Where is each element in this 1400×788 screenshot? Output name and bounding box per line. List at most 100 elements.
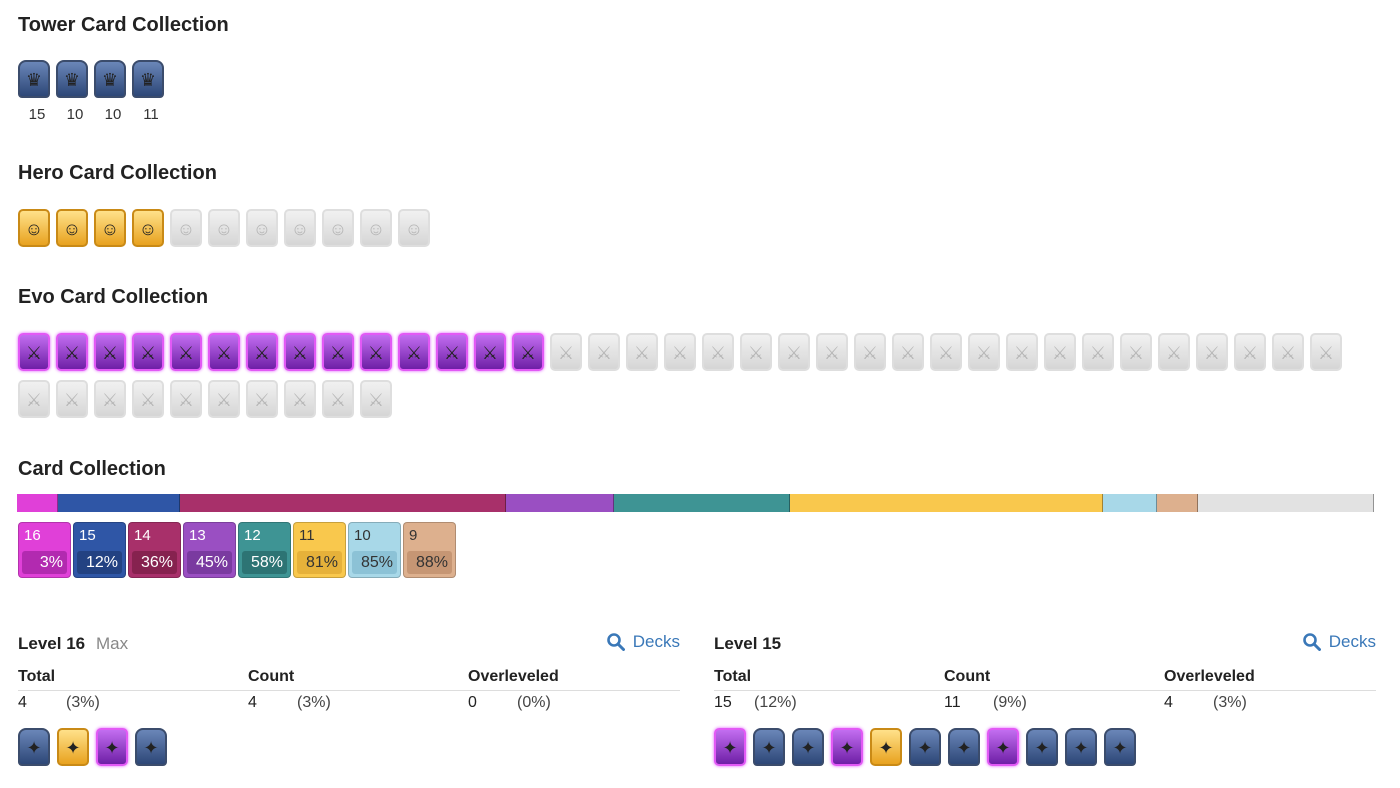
card-art: ☺ xyxy=(404,219,424,239)
locked-evo-card-icon[interactable]: ⚔ xyxy=(360,380,392,418)
locked-evo-card-icon[interactable]: ⚔ xyxy=(1158,333,1190,371)
locked-evo-card-icon[interactable]: ⚔ xyxy=(854,333,886,371)
locked-hero-card-icon[interactable]: ☺ xyxy=(170,209,202,247)
locked-hero-card-icon[interactable]: ☺ xyxy=(284,209,316,247)
witch-evo-icon[interactable]: ✦ xyxy=(714,728,746,766)
evo-card-icon[interactable]: ⚔ xyxy=(18,333,50,371)
evo-card-icon[interactable]: ⚔ xyxy=(322,333,354,371)
locked-evo-card-icon[interactable]: ⚔ xyxy=(1310,333,1342,371)
hero-card-icon[interactable]: ☺ xyxy=(56,209,88,247)
evo-card-icon[interactable]: ⚔ xyxy=(208,333,240,371)
decks-link[interactable]: Decks xyxy=(1302,632,1376,652)
evo-card-icon[interactable]: ⚔ xyxy=(56,333,88,371)
locked-hero-card-icon[interactable]: ☺ xyxy=(246,209,278,247)
locked-evo-card-icon[interactable]: ⚔ xyxy=(930,333,962,371)
locked-hero-card-icon[interactable]: ☺ xyxy=(360,209,392,247)
locked-evo-card-icon[interactable]: ⚔ xyxy=(1196,333,1228,371)
evo-card-icon[interactable]: ⚔ xyxy=(474,333,506,371)
giant-snowball-icon[interactable]: ✦ xyxy=(792,728,824,766)
locked-evo-card-icon[interactable]: ⚔ xyxy=(284,380,316,418)
locked-evo-card-icon[interactable]: ⚔ xyxy=(170,380,202,418)
level-chip-14[interactable]: 14 36% xyxy=(128,522,181,578)
locked-evo-card-icon[interactable]: ⚔ xyxy=(132,380,164,418)
evo-card-icon[interactable]: ⚔ xyxy=(436,333,468,371)
evo-card-icon[interactable]: ⚔ xyxy=(246,333,278,371)
locked-evo-card-icon[interactable]: ⚔ xyxy=(1272,333,1304,371)
locked-evo-card-icon[interactable]: ⚔ xyxy=(968,333,1000,371)
locked-evo-card-icon[interactable]: ⚔ xyxy=(778,333,810,371)
locked-evo-card-icon[interactable]: ⚔ xyxy=(246,380,278,418)
evo-card-icon[interactable]: ⚔ xyxy=(94,333,126,371)
ice-wizard-icon[interactable]: ✦ xyxy=(870,728,902,766)
tower-levels-row: 15 10 10 11 xyxy=(18,106,170,123)
locked-evo-card-icon[interactable]: ⚔ xyxy=(56,380,88,418)
hero-card-icon[interactable]: ☺ xyxy=(94,209,126,247)
locked-evo-card-icon[interactable]: ⚔ xyxy=(18,380,50,418)
hero-card-icon[interactable]: ☺ xyxy=(132,209,164,247)
level-chip-13[interactable]: 13 45% xyxy=(183,522,236,578)
locked-evo-card-icon[interactable]: ⚔ xyxy=(1234,333,1266,371)
locked-evo-card-icon[interactable]: ⚔ xyxy=(1120,333,1152,371)
evo-card-icon[interactable]: ⚔ xyxy=(512,333,544,371)
cannon-cart-icon[interactable]: ✦ xyxy=(18,728,50,766)
locked-evo-card-icon[interactable]: ⚔ xyxy=(1006,333,1038,371)
chip-percent: 58% xyxy=(242,551,287,574)
locked-hero-card-icon[interactable]: ☺ xyxy=(398,209,430,247)
locked-evo-card-icon[interactable]: ⚔ xyxy=(588,333,620,371)
locked-evo-card-icon[interactable]: ⚔ xyxy=(208,380,240,418)
card-art: ☺ xyxy=(138,219,158,239)
evo-card-icon[interactable]: ⚔ xyxy=(132,333,164,371)
evo-card-icon[interactable]: ⚔ xyxy=(360,333,392,371)
ram-rider-icon[interactable]: ✦ xyxy=(1104,728,1136,766)
dagger-duchess-tower-icon[interactable]: ♛ xyxy=(94,60,126,98)
fireball-icon[interactable]: ✦ xyxy=(909,728,941,766)
locked-evo-card-icon[interactable]: ⚔ xyxy=(1082,333,1114,371)
locked-hero-card-icon[interactable]: ☺ xyxy=(208,209,240,247)
level-chip-11[interactable]: 11 81% xyxy=(293,522,346,578)
evo-card-icon[interactable]: ⚔ xyxy=(170,333,202,371)
locked-evo-card-icon[interactable]: ⚔ xyxy=(1044,333,1076,371)
mega-knight-evo-icon[interactable]: ✦ xyxy=(96,728,128,766)
locked-hero-card-icon[interactable]: ☺ xyxy=(322,209,354,247)
locked-evo-card-icon[interactable]: ⚔ xyxy=(740,333,772,371)
total-pct: (12%) xyxy=(754,694,797,711)
card-art: ⚔ xyxy=(633,343,651,363)
little-prince-icon[interactable]: ✦ xyxy=(135,728,167,766)
level-chip-16[interactable]: 16 3% xyxy=(18,522,71,578)
locked-evo-card-icon[interactable]: ⚔ xyxy=(702,333,734,371)
locked-evo-card-icon[interactable]: ⚔ xyxy=(816,333,848,371)
level-chip-12[interactable]: 12 58% xyxy=(238,522,291,578)
decks-link[interactable]: Decks xyxy=(606,632,680,652)
barbarians-icon[interactable]: ✦ xyxy=(948,728,980,766)
level-chip-9[interactable]: 9 88% xyxy=(403,522,456,578)
evo-card-icon[interactable]: ⚔ xyxy=(284,333,316,371)
evo-card-icon[interactable]: ⚔ xyxy=(398,333,430,371)
tornado-icon[interactable]: ✦ xyxy=(1065,728,1097,766)
over-value: 4 xyxy=(1164,694,1173,711)
hero-card-icon[interactable]: ☺ xyxy=(18,209,50,247)
golden-knight-icon[interactable]: ✦ xyxy=(57,728,89,766)
locked-evo-card-icon[interactable]: ⚔ xyxy=(322,380,354,418)
card-art: ⚔ xyxy=(253,343,271,363)
skeleton-king-icon[interactable]: ✦ xyxy=(1026,728,1058,766)
valkyrie-evo-icon[interactable]: ✦ xyxy=(987,728,1019,766)
princess-tower-icon[interactable]: ♛ xyxy=(18,60,50,98)
locked-evo-card-icon[interactable]: ⚔ xyxy=(94,380,126,418)
locked-evo-card-icon[interactable]: ⚔ xyxy=(664,333,696,371)
archers-evo-icon[interactable]: ✦ xyxy=(831,728,863,766)
locked-evo-card-icon[interactable]: ⚔ xyxy=(626,333,658,371)
col-overleveled: Overleveled xyxy=(468,668,559,685)
chip-percent: 36% xyxy=(132,551,177,574)
level-chip-10[interactable]: 10 85% xyxy=(348,522,401,578)
locked-evo-card-icon[interactable]: ⚔ xyxy=(550,333,582,371)
col-count: Count xyxy=(248,668,295,685)
card-art: ♛ xyxy=(101,70,119,90)
card-art: ⚔ xyxy=(1013,343,1031,363)
locked-evo-card-icon[interactable]: ⚔ xyxy=(892,333,924,371)
total-pct: (3%) xyxy=(66,694,100,711)
royal-chef-tower-icon[interactable]: ♛ xyxy=(132,60,164,98)
level-chip-15[interactable]: 15 12% xyxy=(73,522,126,578)
electro-spirit-icon[interactable]: ✦ xyxy=(753,728,785,766)
cannoneer-tower-icon[interactable]: ♛ xyxy=(56,60,88,98)
search-icon xyxy=(1302,633,1321,651)
